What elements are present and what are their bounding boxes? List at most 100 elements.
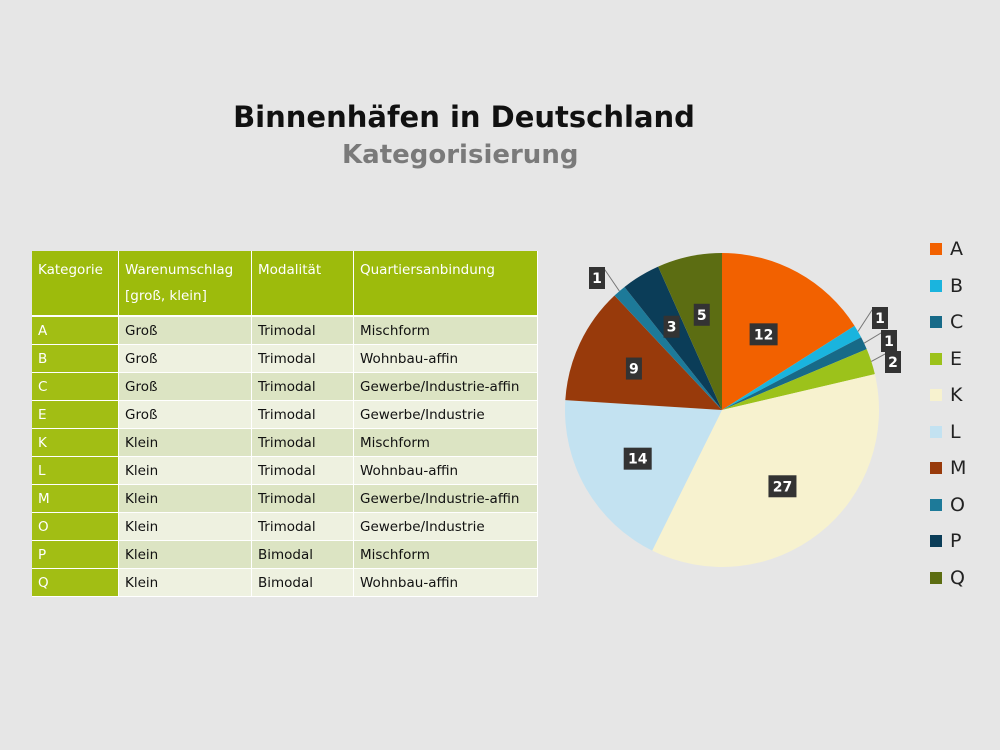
table-cell: Trimodal xyxy=(251,316,354,345)
table-row: M Klein Trimodal Gewerbe/Industrie-affin xyxy=(32,484,538,513)
legend-label: C xyxy=(950,311,964,333)
data-label-box xyxy=(623,447,652,470)
table-cell: Groß xyxy=(118,400,252,429)
table-cell: Mischform xyxy=(353,316,538,345)
table-row: E Groß Trimodal Gewerbe/Industrie xyxy=(32,400,538,429)
pie-slice-A xyxy=(722,253,855,410)
table-cell: Groß xyxy=(118,316,252,345)
data-label-O: 1 xyxy=(592,271,602,287)
table-cell: Groß xyxy=(118,372,252,401)
table-cell: B xyxy=(32,344,119,373)
pie-slice-O xyxy=(614,286,722,410)
legend-label: B xyxy=(950,274,964,297)
table-cell: Gewerbe/Industrie xyxy=(353,400,538,429)
table-cell: Trimodal xyxy=(251,456,354,485)
data-label-P: 3 xyxy=(667,320,677,336)
data-label-L: 14 xyxy=(628,452,648,468)
legend-item-E: E xyxy=(930,348,962,370)
table-cell: Trimodal xyxy=(251,372,354,401)
table-row: Q Klein Bimodal Wohnbau-affin xyxy=(32,568,538,597)
data-label-box xyxy=(881,330,897,352)
data-label-box xyxy=(693,303,710,326)
table-cell: Gewerbe/Industrie-affin xyxy=(353,372,538,401)
table-cell: Gewerbe/Industrie xyxy=(353,512,538,541)
category-table: Kategorie Warenumschlag [groß, klein] Mo… xyxy=(32,251,538,597)
table-cell: E xyxy=(32,400,119,429)
table-row: C Groß Trimodal Gewerbe/Industrie-affin xyxy=(32,372,538,401)
pie-slice-C xyxy=(722,337,867,410)
legend-item-P: P xyxy=(930,530,961,552)
table-cell: Q xyxy=(32,568,119,597)
table-cell: Mischform xyxy=(353,540,538,569)
data-label-M: 9 xyxy=(629,362,639,378)
table-cell: L xyxy=(32,456,119,485)
legend-swatch xyxy=(930,498,942,511)
table-cell: C xyxy=(32,372,119,401)
table-cell: A xyxy=(32,316,119,345)
table-cell: Groß xyxy=(118,344,252,373)
legend-item-L: L xyxy=(930,421,961,443)
table-cell: Trimodal xyxy=(251,428,354,457)
table-cell: Trimodal xyxy=(251,344,354,373)
chart-title: Binnenhäfen in Deutschland xyxy=(233,100,695,134)
table-cell: Trimodal xyxy=(251,512,354,541)
legend-swatch xyxy=(930,352,942,365)
data-label-box xyxy=(663,315,680,338)
table-cell: Wohnbau-affin xyxy=(353,568,538,597)
legend-label: P xyxy=(950,530,962,552)
header-modalitaet: Modalität xyxy=(251,251,354,317)
table-cell: M xyxy=(32,484,119,513)
pie-slice-K xyxy=(652,374,880,568)
legend-item-B: B xyxy=(930,275,963,297)
table-row: A Groß Trimodal Mischform xyxy=(32,316,538,345)
pie-slice-B xyxy=(722,325,862,410)
pie-slice-L xyxy=(565,400,722,551)
data-label-box xyxy=(625,357,642,380)
table-cell: Klein xyxy=(118,540,252,569)
legend-label: E xyxy=(950,347,963,370)
table-row: B Groß Trimodal Wohnbau-affin xyxy=(32,344,538,373)
data-label-K: 27 xyxy=(773,479,792,495)
legend-label: L xyxy=(950,420,961,443)
legend-swatch xyxy=(930,462,942,474)
legend-swatch xyxy=(930,425,942,438)
legend-label: K xyxy=(950,384,963,406)
legend-item-K: K xyxy=(930,384,962,406)
header-warenumschlag: Warenumschlag [groß, klein] xyxy=(118,251,252,317)
legend-swatch xyxy=(930,535,942,547)
table-cell: Mischform xyxy=(353,428,538,457)
table-cell: K xyxy=(32,428,119,457)
legend-item-Q: Q xyxy=(930,567,965,589)
table-cell: Klein xyxy=(118,512,252,541)
table-cell: Bimodal xyxy=(251,540,354,569)
table-cell: Wohnbau-affin xyxy=(353,344,538,373)
legend-item-M: M xyxy=(930,457,966,479)
legend-swatch xyxy=(930,389,942,401)
pie-slice-M xyxy=(565,295,722,410)
table-row: P Klein Bimodal Mischform xyxy=(32,540,538,569)
data-label-box xyxy=(589,267,605,289)
table-cell: Klein xyxy=(118,484,252,513)
table-row: K Klein Trimodal Mischform xyxy=(32,428,538,457)
table-cell: O xyxy=(32,512,119,541)
table-cell: Wohnbau-affin xyxy=(353,456,538,485)
data-label-B: 1 xyxy=(875,311,885,327)
header-kategorie: Kategorie xyxy=(32,251,119,317)
data-label-E: 2 xyxy=(888,355,898,371)
legend-item-O: O xyxy=(930,494,965,516)
legend-item-A: A xyxy=(930,238,963,260)
data-label-box xyxy=(768,475,797,498)
chart-subtitle: Kategorisierung xyxy=(342,140,579,170)
legend-label: M xyxy=(950,457,967,479)
data-label-box xyxy=(872,307,888,329)
pie-slice-P xyxy=(624,266,722,410)
data-label-A: 12 xyxy=(754,327,773,343)
data-label-Q: 5 xyxy=(697,308,707,324)
table-cell: Klein xyxy=(118,456,252,485)
table-row: L Klein Trimodal Wohnbau-affin xyxy=(32,456,538,485)
legend-swatch xyxy=(930,243,942,255)
pie-slice-Q xyxy=(658,253,722,410)
data-label-box xyxy=(749,323,778,346)
legend-swatch xyxy=(930,316,942,328)
